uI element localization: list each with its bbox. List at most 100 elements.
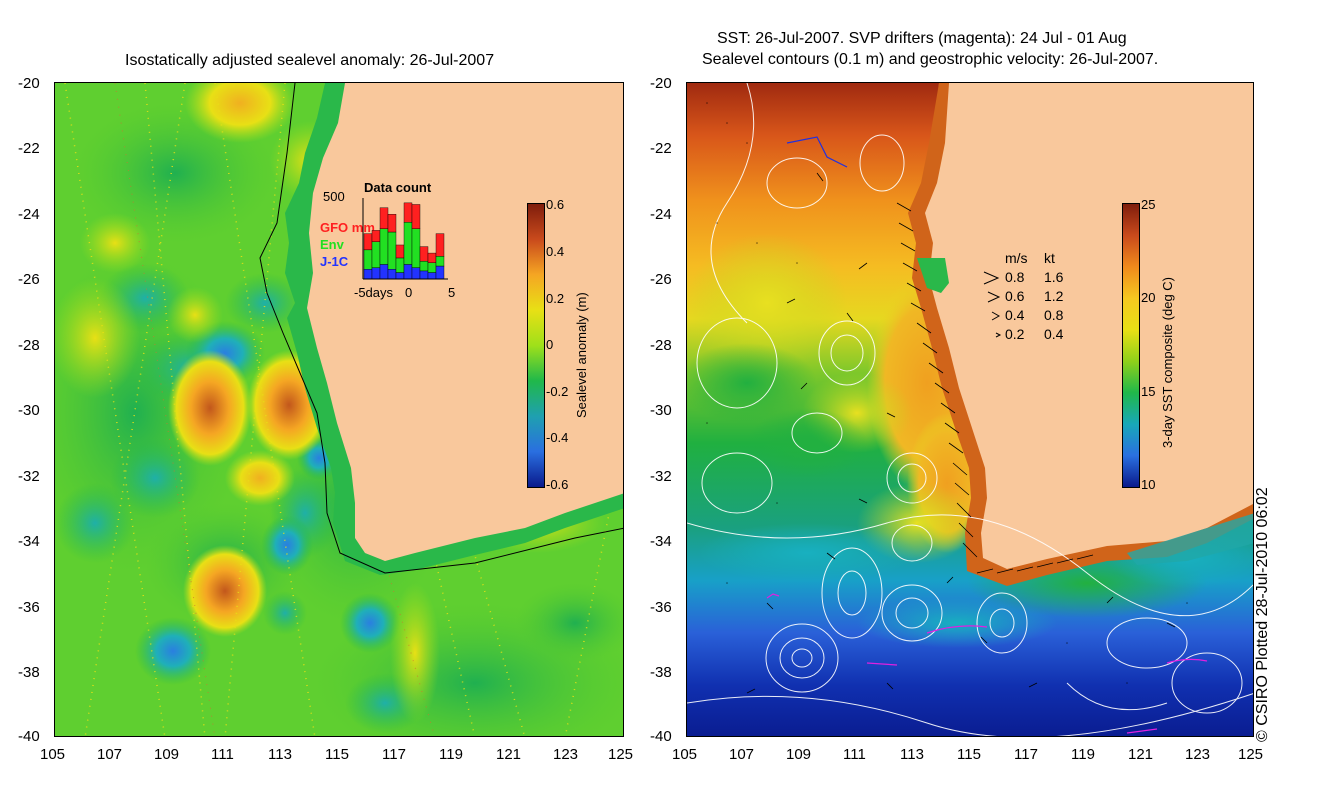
colorbar-tick: -0.2 <box>546 384 569 399</box>
sealevel-colorbar <box>527 203 545 488</box>
right-y-tick: -22 <box>650 140 672 157</box>
left-y-tick: -36 <box>18 599 40 616</box>
histogram-bar-green <box>395 257 405 273</box>
velocity-legend-ms: 0.2 <box>1005 326 1025 342</box>
histogram-bar-green <box>379 228 389 265</box>
histogram-bar-red <box>435 233 445 257</box>
right-panel-title-line2: Sealevel contours (0.1 m) and geostrophi… <box>702 51 1159 68</box>
right-x-tick: 113 <box>900 746 924 763</box>
histogram-bar-blue <box>371 267 381 280</box>
velocity-arrow-icon <box>991 311 1001 321</box>
histogram-bar-blue <box>395 272 405 280</box>
colorbar-tick: -0.4 <box>546 430 569 445</box>
right-y-tick: -30 <box>650 402 672 419</box>
histogram-bar-green <box>363 249 373 270</box>
left-y-tick: -24 <box>18 206 40 223</box>
right-x-tick: 123 <box>1185 746 1211 763</box>
left-y-tick: -30 <box>18 402 40 419</box>
velocity-legend-kt: 1.2 <box>1044 288 1064 304</box>
left-x-tick: 113 <box>268 746 292 763</box>
sst-velocity-map <box>686 82 1254 737</box>
left-x-tick: 107 <box>97 746 123 763</box>
inset-legend-j1c: J-1C <box>320 254 349 269</box>
right-x-tick: 121 <box>1128 746 1154 763</box>
velocity-arrow-icon <box>995 332 1002 338</box>
velocity-legend-header-ms: m/s <box>1005 250 1028 266</box>
histogram-bar-red <box>371 230 381 242</box>
right-x-tick: 111 <box>843 746 866 763</box>
histogram-bar-red <box>387 214 397 233</box>
velocity-legend-kt: 0.4 <box>1044 326 1064 342</box>
colorbar-tick: 10 <box>1141 477 1156 492</box>
right-panel-title-line1: SST: 26-Jul-2007. SVP drifters (magenta)… <box>717 30 1127 47</box>
credit-text: © CSIRO Plotted 28-Jul-2010 06:02 <box>1254 487 1271 742</box>
left-y-tick: -22 <box>18 140 40 157</box>
right-x-tick: 107 <box>729 746 755 763</box>
left-y-tick: -34 <box>18 533 40 550</box>
colorbar-tick: 20 <box>1141 290 1156 305</box>
histogram-bar-green <box>435 256 445 267</box>
colorbar-tick: -0.6 <box>546 477 569 492</box>
left-y-tick: -38 <box>18 664 40 681</box>
left-x-tick: 115 <box>325 746 349 763</box>
velocity-legend-ms: 0.8 <box>1005 269 1025 285</box>
histogram-bar-green <box>419 260 429 272</box>
right-y-tick: -40 <box>650 728 672 745</box>
sst-colorbar <box>1122 203 1140 488</box>
histogram-bar-red <box>411 204 421 229</box>
right-x-tick: 105 <box>672 746 698 763</box>
histogram-bar-blue <box>379 264 389 280</box>
right-y-tick: -20 <box>650 75 672 92</box>
inset-legend-env: Env <box>320 237 344 252</box>
inset-y-max: 500 <box>323 189 345 204</box>
histogram-bar-green <box>387 231 397 270</box>
histogram-bar-red <box>419 246 429 262</box>
histogram-bar-blue <box>419 270 429 280</box>
right-x-tick: 119 <box>1071 746 1095 763</box>
right-y-tick: -38 <box>650 664 672 681</box>
histogram-bar-blue <box>411 267 421 280</box>
colorbar-tick: 25 <box>1141 197 1156 212</box>
data-count-histogram <box>362 198 448 280</box>
velocity-legend-header-kt: kt <box>1044 250 1055 266</box>
histogram-bar-green <box>371 241 381 268</box>
velocity-arrow-icon <box>983 271 1000 285</box>
velocity-legend-ms: 0.4 <box>1005 307 1025 323</box>
histogram-bar-red <box>403 202 413 223</box>
colorbar-tick: 0.2 <box>546 291 565 306</box>
inset-x-right: 5 <box>448 285 456 300</box>
left-panel-title: Isostatically adjusted sealevel anomaly:… <box>125 52 495 69</box>
histogram-bar-blue <box>363 269 373 280</box>
histogram-bar-blue <box>435 265 445 280</box>
velocity-legend-ms: 0.6 <box>1005 288 1025 304</box>
left-x-tick: 105 <box>40 746 66 763</box>
left-x-tick: 119 <box>439 746 463 763</box>
histogram-bar-green <box>403 222 413 265</box>
velocity-legend-kt: 1.6 <box>1044 269 1064 285</box>
right-x-tick: 117 <box>1014 746 1038 763</box>
inset-x-mid: 0 <box>405 285 413 300</box>
right-x-tick: 109 <box>786 746 812 763</box>
right-y-tick: -36 <box>650 599 672 616</box>
right-y-tick: -26 <box>650 271 672 288</box>
histogram-bar-red <box>363 233 373 251</box>
colorbar-tick: 0 <box>546 337 554 352</box>
histogram-bar-red <box>427 252 437 264</box>
velocity-legend-kt: 0.8 <box>1044 307 1064 323</box>
right-y-tick: -28 <box>650 337 672 354</box>
right-x-tick: 125 <box>1238 746 1264 763</box>
sst-colorbar-label: 3-day SST composite (deg C) <box>1160 277 1175 448</box>
left-y-tick: -28 <box>18 337 40 354</box>
histogram-bar-green <box>411 228 421 268</box>
colorbar-tick: 15 <box>1141 384 1156 399</box>
left-x-tick: 121 <box>496 746 522 763</box>
histogram-bar-blue <box>403 264 413 280</box>
right-y-tick: -32 <box>650 468 672 485</box>
right-y-tick: -34 <box>650 533 672 550</box>
left-x-tick: 111 <box>211 746 234 763</box>
histogram-bar-green <box>427 262 437 273</box>
histogram-bar-blue <box>427 272 437 280</box>
left-x-tick: 123 <box>553 746 579 763</box>
colorbar-tick: 0.4 <box>546 244 565 259</box>
left-y-tick: -32 <box>18 468 40 485</box>
